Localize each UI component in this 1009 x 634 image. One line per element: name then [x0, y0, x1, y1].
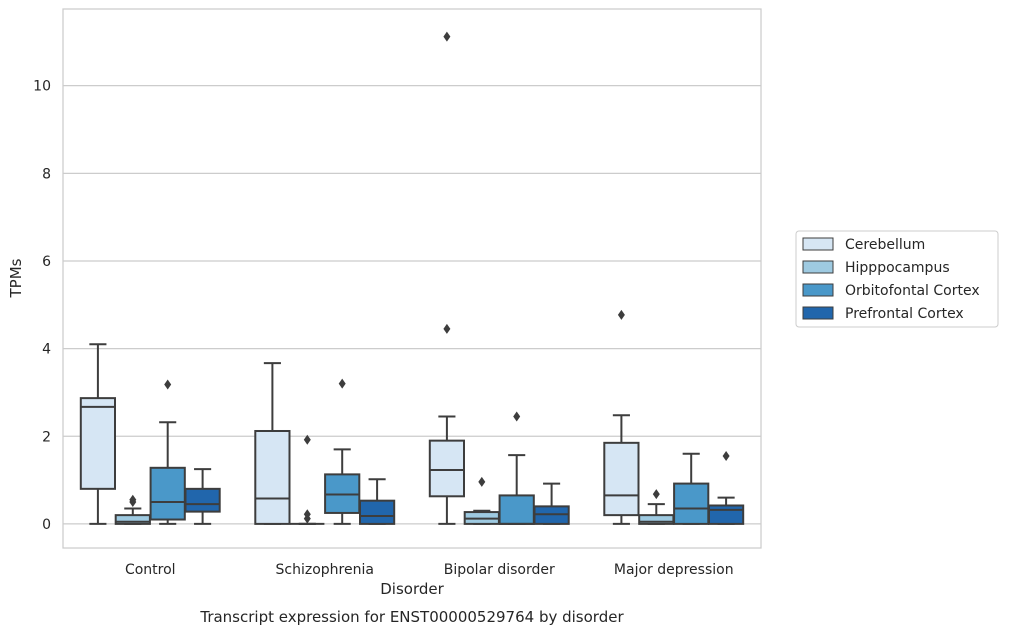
chart-caption: Transcript expression for ENST0000052976… [199, 608, 624, 626]
box-3-0 [603, 309, 640, 525]
outlier-marker [617, 309, 625, 320]
legend-swatch [802, 237, 834, 251]
outlier-marker [443, 323, 451, 334]
box-iqr [428, 439, 466, 498]
box-iqr [184, 487, 221, 513]
y-tick-label: 4 [42, 342, 51, 358]
x-axis-title: Disorder [380, 580, 444, 598]
box-0-1 [114, 494, 151, 525]
box-layer [79, 31, 745, 525]
x-tick-label: Bipolar disorder [444, 562, 555, 578]
box-iqr [673, 482, 710, 525]
box-1-2 [324, 378, 361, 525]
y-axis-title: TPMs [7, 258, 25, 298]
legend-swatch [802, 260, 834, 274]
box-0-2 [149, 379, 186, 525]
box-iqr [254, 429, 291, 525]
x-tick-label: Schizophrenia [276, 562, 374, 578]
y-tick-label: 6 [42, 254, 51, 270]
box-iqr [603, 441, 640, 517]
box-0-0 [79, 343, 117, 525]
y-tick-label: 10 [33, 79, 51, 95]
box-1-3 [358, 478, 396, 525]
box-3-2 [673, 452, 710, 525]
box-2-3 [533, 482, 570, 525]
y-tick-label: 0 [42, 517, 51, 533]
outlier-marker [652, 489, 660, 500]
outlier-marker [513, 411, 521, 422]
outlier-marker [478, 476, 486, 487]
box-3-1 [638, 489, 675, 525]
y-tick-labels: 0 2 4 6 8 10 [33, 79, 51, 533]
legend-frame [795, 230, 999, 328]
legend-swatch [802, 283, 834, 297]
box-0-3 [184, 468, 221, 525]
x-tick-label: Control [125, 562, 176, 578]
y-tick-label: 2 [42, 429, 51, 445]
plot-area-frame [62, 8, 762, 549]
box-2-0 [428, 31, 466, 525]
x-tick-label: Major depression [614, 562, 734, 578]
outlier-marker [303, 509, 311, 520]
outlier-marker [129, 494, 137, 505]
x-tick-labels: Control Schizophrenia Bipolar disorder Majo… [125, 562, 734, 578]
box-iqr [358, 499, 396, 525]
legend-label: Hipppocampus [845, 260, 950, 276]
outlier-marker [722, 450, 730, 461]
box-iqr [498, 494, 535, 525]
outlier-marker [303, 434, 311, 445]
outlier-marker [338, 378, 346, 389]
box-3-3 [707, 450, 745, 525]
box-1-0 [254, 362, 291, 525]
legend: Cerebellum Hipppocampus Orbitofontal Corte… [795, 230, 999, 328]
box-iqr [707, 504, 745, 525]
box-2-2 [498, 411, 535, 525]
outlier-marker [443, 31, 451, 42]
box-1-1 [290, 434, 325, 525]
outlier-marker [164, 379, 172, 390]
box-2-1 [463, 476, 500, 525]
y-tick-label: 8 [42, 166, 51, 182]
legend-label: Orbitofontal Cortex [845, 283, 980, 299]
box-iqr [79, 397, 117, 490]
box-iqr [149, 466, 186, 521]
legend-label: Prefrontal Cortex [845, 306, 964, 322]
legend-swatch [802, 306, 834, 320]
legend-label: Cerebellum [845, 237, 925, 253]
